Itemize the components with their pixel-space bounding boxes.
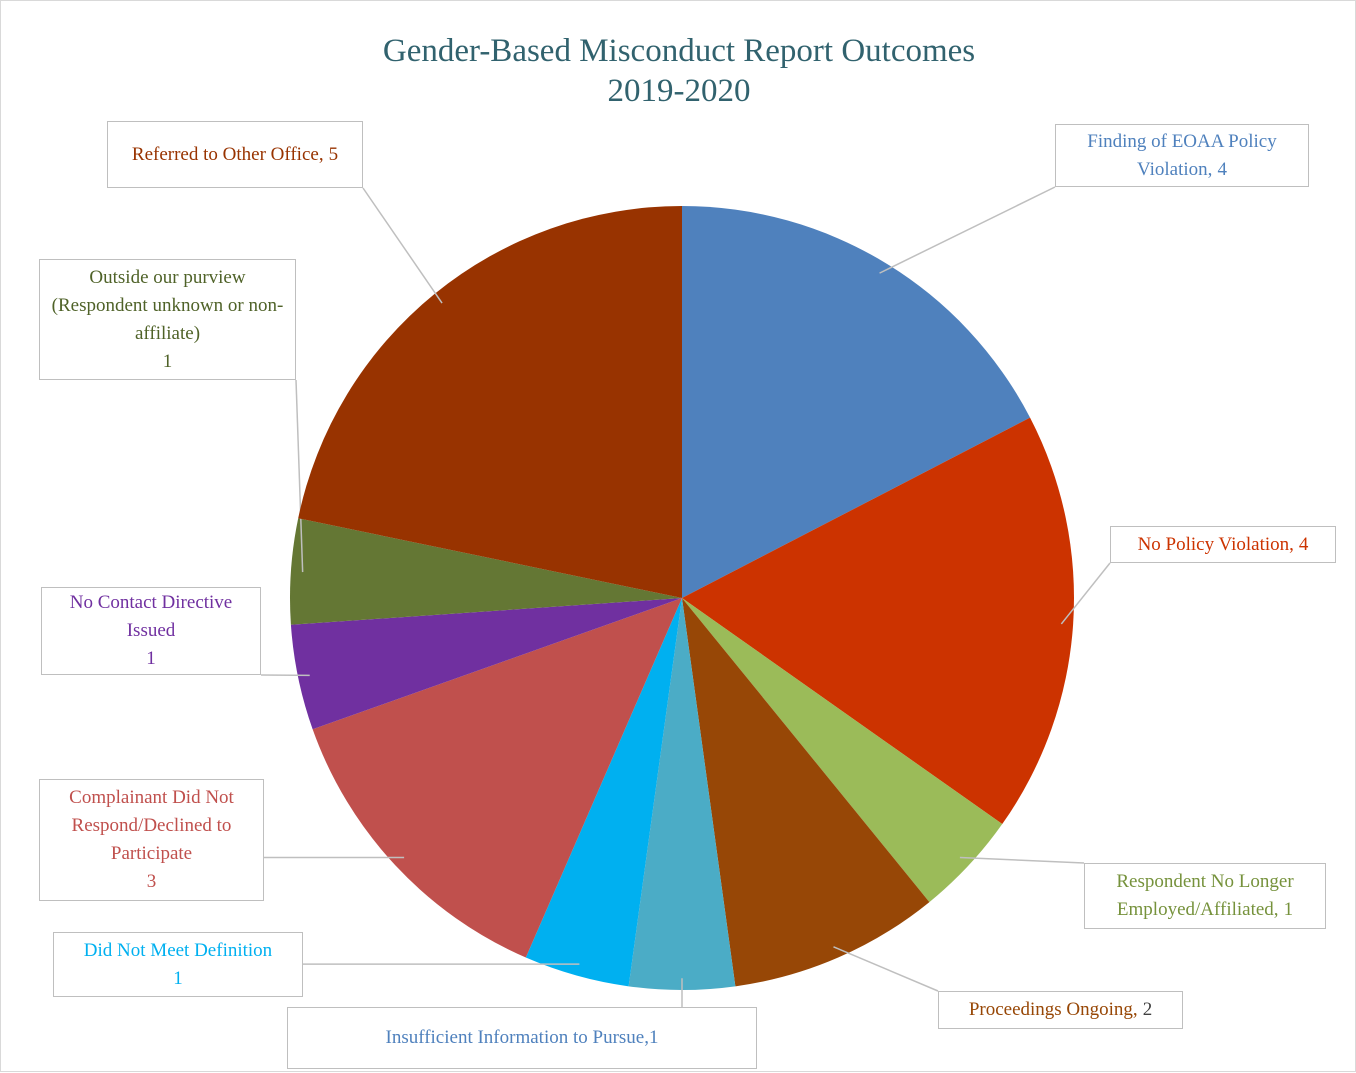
label-text: Respondent No Longer Employed/Affiliated…	[1091, 868, 1319, 924]
label-name: No Contact Directive Issued	[70, 592, 233, 641]
data-label: Respondent No Longer Employed/Affiliated…	[1084, 863, 1326, 929]
label-text: Insufficient Information to Pursue,1	[386, 1024, 659, 1052]
label-value: 3	[46, 868, 257, 896]
label-value: 4	[1217, 159, 1227, 180]
label-text: Proceedings Ongoing,2	[969, 996, 1152, 1024]
label-text: Finding of EOAA Policy Violation,4	[1062, 128, 1302, 184]
label-value: 4	[1299, 534, 1309, 555]
label-name: No Policy Violation,	[1138, 534, 1294, 555]
data-label: Finding of EOAA Policy Violation,4	[1055, 124, 1309, 187]
label-text: Complainant Did Not Respond/Declined to …	[46, 784, 257, 896]
label-name: Outside our purview (Respondent unknown …	[52, 267, 284, 344]
data-label: No Contact Directive Issued 1	[41, 587, 261, 675]
leader-line	[880, 187, 1055, 273]
label-name: Did Not Meet Definition	[84, 940, 272, 961]
chart-title: Gender-Based Misconduct Report Outcomes	[1, 31, 1356, 71]
label-name: Complainant Did Not Respond/Declined to …	[69, 787, 234, 864]
data-label: Referred to Other Office,5	[107, 121, 363, 188]
label-text: No Policy Violation,4	[1138, 531, 1309, 559]
data-label: Proceedings Ongoing,2	[938, 991, 1183, 1029]
label-text: Did Not Meet Definition 1	[84, 937, 272, 993]
data-label: Outside our purview (Respondent unknown …	[39, 259, 296, 380]
label-value: 5	[329, 144, 339, 165]
label-value: 1	[1284, 899, 1294, 920]
data-label: No Policy Violation,4	[1110, 526, 1336, 563]
leader-line	[363, 188, 442, 303]
label-value: 1	[48, 645, 254, 673]
data-label: Complainant Did Not Respond/Declined to …	[39, 779, 264, 901]
label-name: Referred to Other Office,	[132, 144, 324, 165]
label-text: Outside our purview (Respondent unknown …	[46, 264, 289, 376]
label-name: Insufficient Information to Pursue,	[386, 1027, 650, 1048]
label-name: Proceedings Ongoing,	[969, 999, 1138, 1020]
label-text: No Contact Directive Issued 1	[48, 589, 254, 673]
label-text: Referred to Other Office,5	[132, 141, 338, 169]
label-value: 1	[46, 348, 289, 376]
label-name: Finding of EOAA Policy Violation,	[1087, 131, 1276, 180]
label-name: Respondent No Longer Employed/Affiliated…	[1116, 871, 1293, 920]
data-label: Did Not Meet Definition 1	[53, 932, 303, 997]
label-value: 2	[1143, 999, 1153, 1020]
label-value: 1	[84, 965, 272, 993]
leader-line	[833, 947, 938, 991]
data-label: Insufficient Information to Pursue,1	[287, 1007, 757, 1069]
label-value: 1	[649, 1027, 659, 1048]
chart-subtitle: 2019-2020	[1, 71, 1356, 111]
leader-line	[960, 858, 1084, 863]
